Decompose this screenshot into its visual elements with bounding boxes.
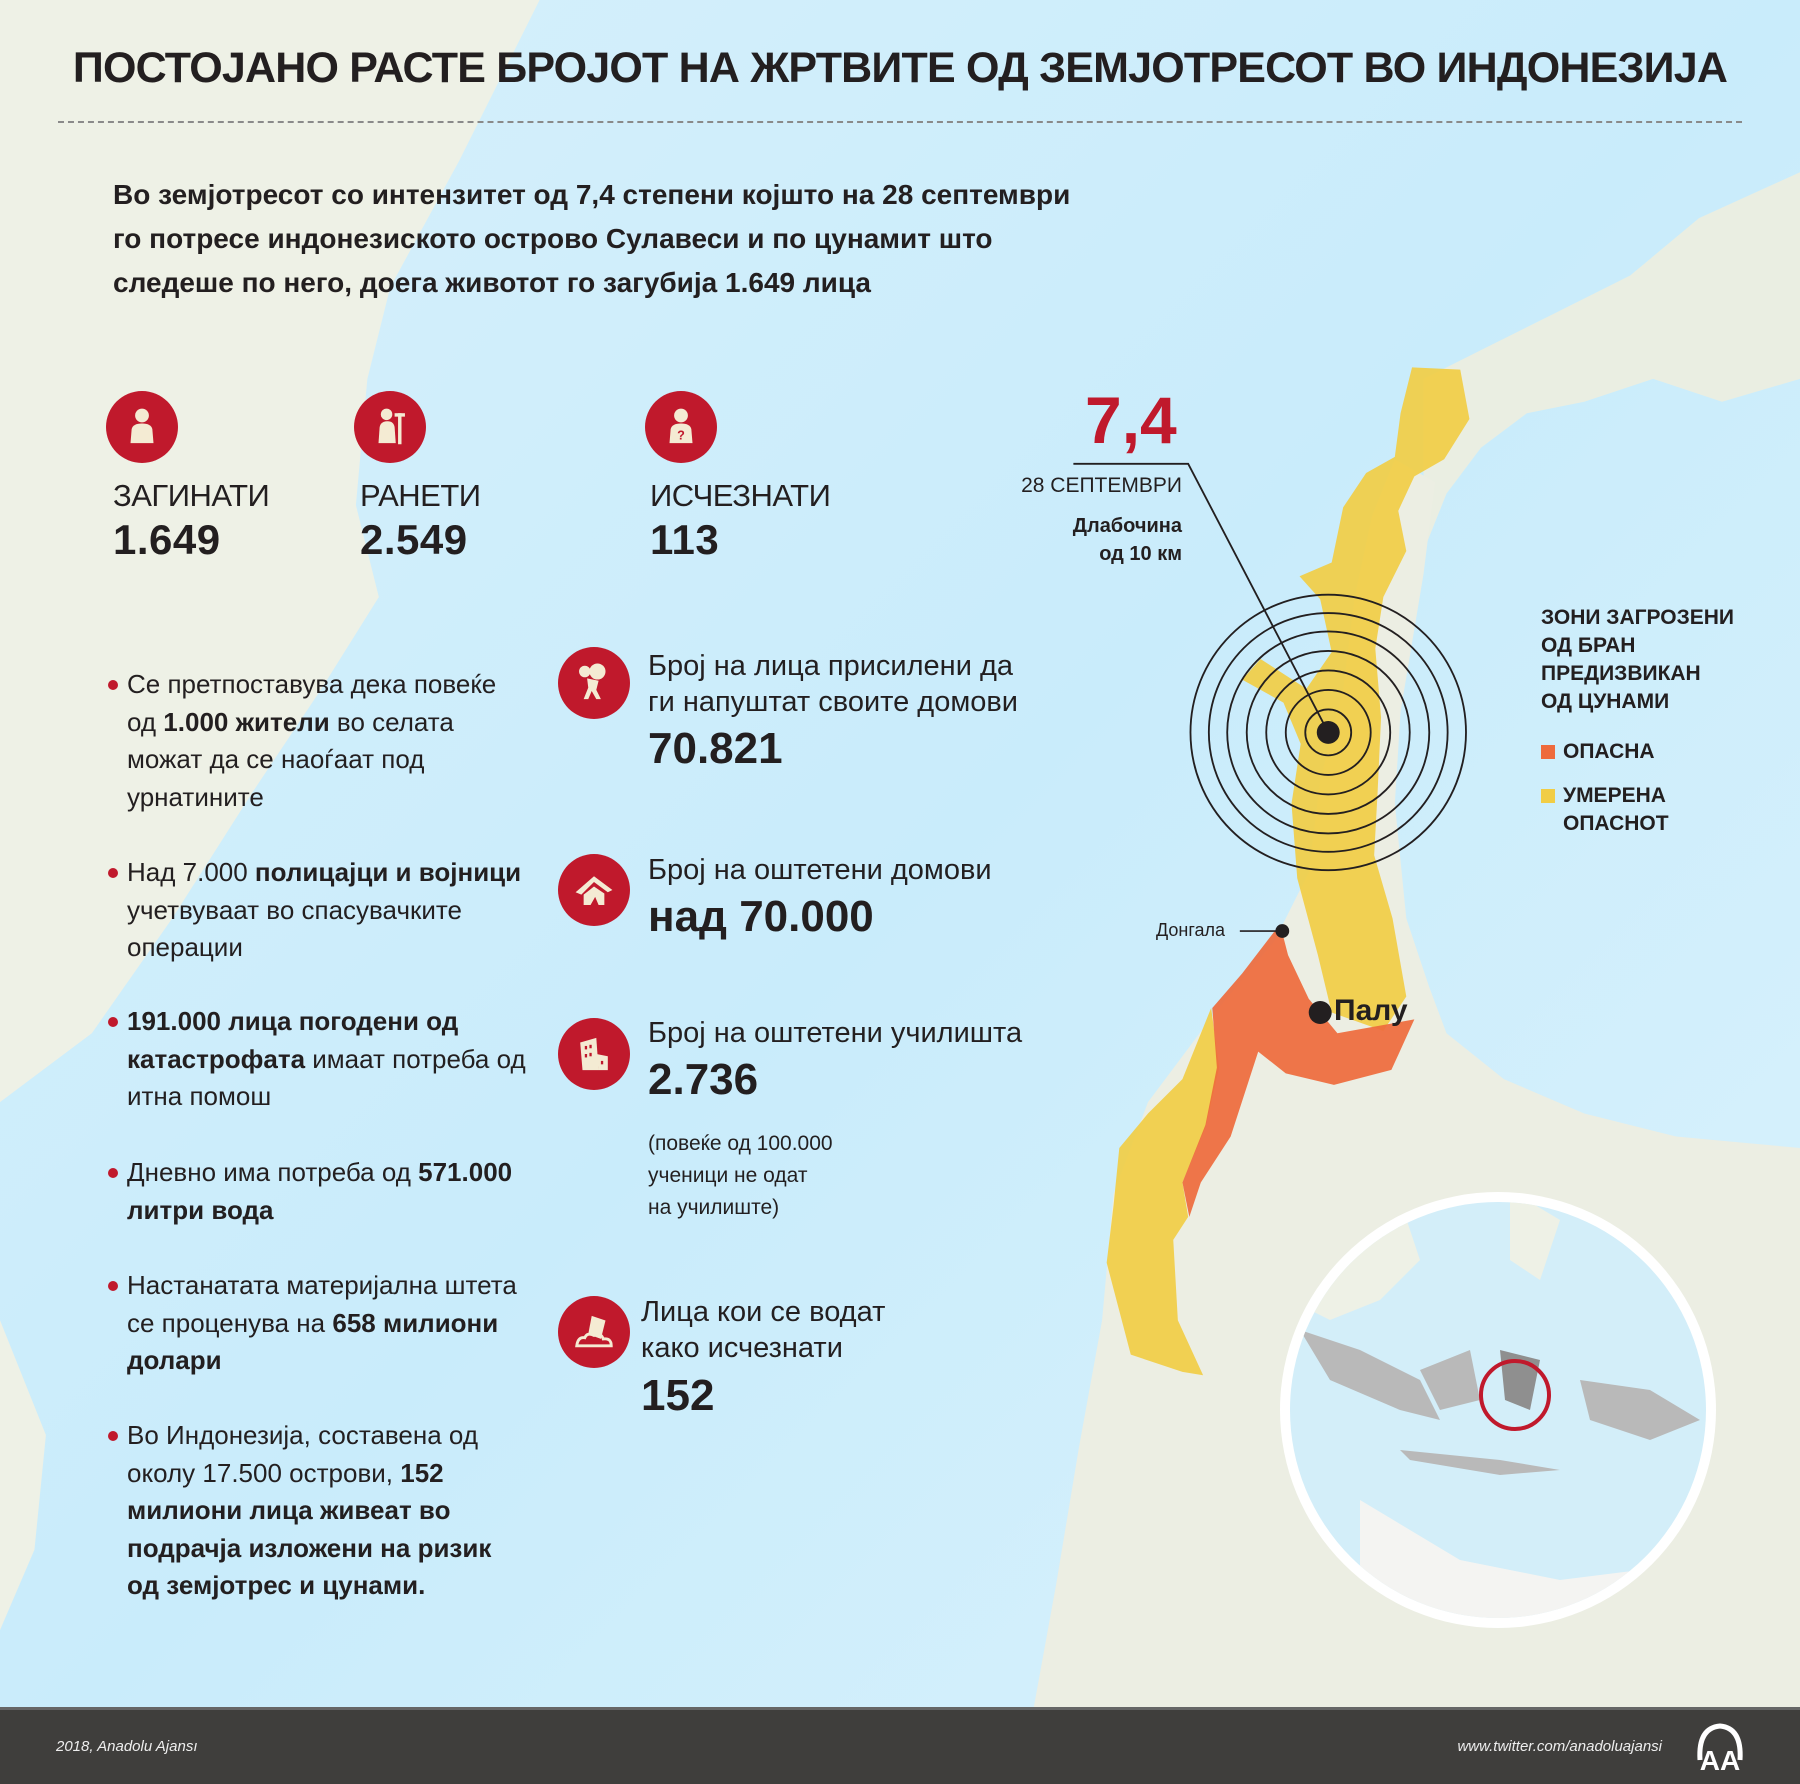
damaged-schools-value: 2.736	[648, 1055, 759, 1104]
injured-person-crutch-icon	[354, 391, 426, 463]
bullet-dot	[108, 680, 118, 690]
injured-label: РАНЕТИ	[360, 478, 481, 513]
fact-text: имаат потреба од итна помош	[127, 1043, 526, 1112]
missing-persons-value: 152	[641, 1371, 715, 1420]
fact-bullet: Дневно има потреба од 571.000 литри вода	[108, 1154, 527, 1229]
schools-note: (повеќе од 100.000 ученици не одат на уч…	[648, 1132, 833, 1219]
footer: 2018, Anadolu Ajansı www.twitter.com/ana…	[0, 1707, 1800, 1784]
land-northeast	[1423, 172, 1800, 597]
title-divider	[58, 121, 1742, 123]
fact-text: Се претпоставува дека повеќе од	[127, 669, 497, 737]
damaged-homes-label: Број на оштетени домови	[648, 854, 992, 886]
displaced-value: 70.821	[648, 724, 783, 773]
intro-text: Во земјотресот со интензитет од 7,4 степ…	[113, 173, 1213, 305]
moderate-swatch	[1541, 789, 1555, 803]
palu-dot	[1308, 1001, 1332, 1025]
fact-highlight: 571.000 литри вода	[127, 1157, 513, 1225]
anadolu-agency-logo-icon: AA	[1697, 1723, 1743, 1774]
inset-highlight-ring	[1479, 1359, 1551, 1431]
bullet-dot	[108, 1168, 118, 1178]
moderate-danger-zone-southwest	[1106, 1007, 1220, 1376]
epicenter-dot	[1316, 720, 1340, 744]
danger-zone	[1182, 924, 1415, 1217]
fact-highlight: 1.000 жители	[163, 706, 330, 737]
svg-text:AA: AA	[1700, 1745, 1740, 1774]
damaged-schools-label: Број на оштетени училишта	[648, 1017, 1023, 1049]
footer-twitter-link[interactable]: www.twitter.com/anadoluajansi	[1457, 1738, 1662, 1755]
legend-item-danger: ОПАСНА	[1541, 738, 1763, 766]
fact-highlight: 152 милиони лица живеат во подрачја изло…	[127, 1457, 492, 1601]
place-label-donggala: Донгала	[1156, 920, 1226, 940]
fact-text: во селата можат да се наоѓаат под урнати…	[127, 706, 454, 812]
bullet-dot	[108, 868, 118, 878]
quake-depth: Длабочина од 10 км	[1072, 515, 1182, 565]
collapsed-house-icon	[558, 854, 630, 926]
land-west	[0, 0, 540, 1103]
missing-value: 113	[650, 516, 720, 563]
fact-highlight: 191.000 лица погодени од катастрофата	[127, 1006, 459, 1074]
person-carrying-bundle-icon	[558, 647, 630, 719]
page-title: ПОСТОЈАНО РАСТЕ БРОЈОТ НА ЖРТВИТЕ ОД ЗЕМ…	[72, 44, 1728, 92]
fact-text: Во Индонезија, составена од околу 17.500…	[127, 1420, 478, 1488]
legend-item-moderate: УМЕРЕНА ОПАСНОТ	[1541, 782, 1763, 838]
injured-value: 2.549	[360, 516, 468, 563]
epicenter-leader-line	[1073, 462, 1330, 733]
magnitude-value: 7,4	[1085, 383, 1177, 457]
damaged-school-building-icon	[558, 1018, 630, 1090]
bullet-dot	[108, 1281, 118, 1291]
missing-persons-label: Лица кои се водат како исчезнати	[641, 1296, 886, 1364]
fact-bullet: Се претпоставува дека повеќе од 1.000 жи…	[108, 666, 527, 816]
fact-bullet: Во Индонезија, составена од околу 17.500…	[108, 1417, 527, 1605]
fact-highlight: 658 милиони долари	[127, 1307, 499, 1376]
place-label-palu: Палу	[1334, 994, 1408, 1027]
fact-text: Настанатата материјална штета се процену…	[127, 1270, 517, 1338]
intro-line: Во земјотресот со интензитет од 7,4 степ…	[113, 179, 1071, 210]
killed-label: ЗАГИНАТИ	[113, 478, 270, 513]
fact-text: Дневно има потреба од	[127, 1157, 419, 1187]
bullet-dot	[108, 1017, 118, 1027]
building-in-debris-icon	[558, 1296, 630, 1368]
quake-date: 28 СЕПТЕМВРИ	[1021, 474, 1182, 497]
intro-line: следеше по него, доега животот го загуби…	[113, 267, 871, 298]
land-southwest	[0, 1320, 46, 1631]
svg-text:?: ?	[677, 429, 685, 443]
donggala-dot	[1275, 924, 1290, 938]
damaged-homes-value: над 70.000	[648, 892, 874, 941]
intro-line: го потресе индонезиското острово Сулавес…	[113, 223, 993, 254]
missing-label: ИСЧЕЗНАТИ	[650, 478, 831, 513]
bullet-dot	[108, 1431, 118, 1441]
killed-value: 1.649	[113, 516, 221, 563]
fact-bullet: Над 7.000 полицајци и војници учетвуваат…	[108, 854, 527, 967]
fact-bullet: 191.000 лица погодени од катастрофата им…	[108, 1003, 527, 1116]
epicenter-rings	[1189, 593, 1467, 872]
missing-person-question-icon: ?	[645, 391, 717, 463]
displaced-label: Број на лица присилени да ги напуштат св…	[648, 650, 1019, 718]
legend-title: ЗОНИ ЗАГРОЗЕНИ ОД БРАН ПРЕДИЗВИКАН ОД ЦУ…	[1541, 606, 1735, 713]
fact-text: учетвуваат во спасувачките операции	[127, 894, 462, 963]
danger-swatch	[1541, 745, 1555, 759]
person-icon	[106, 391, 178, 463]
fact-highlight: полицајци и војници	[254, 857, 522, 887]
fact-bullet: Настанатата материјална штета се процену…	[108, 1267, 527, 1380]
footer-credit: 2018, Anadolu Ajansı	[56, 1738, 198, 1755]
fact-text: Над 7.000	[127, 857, 255, 887]
